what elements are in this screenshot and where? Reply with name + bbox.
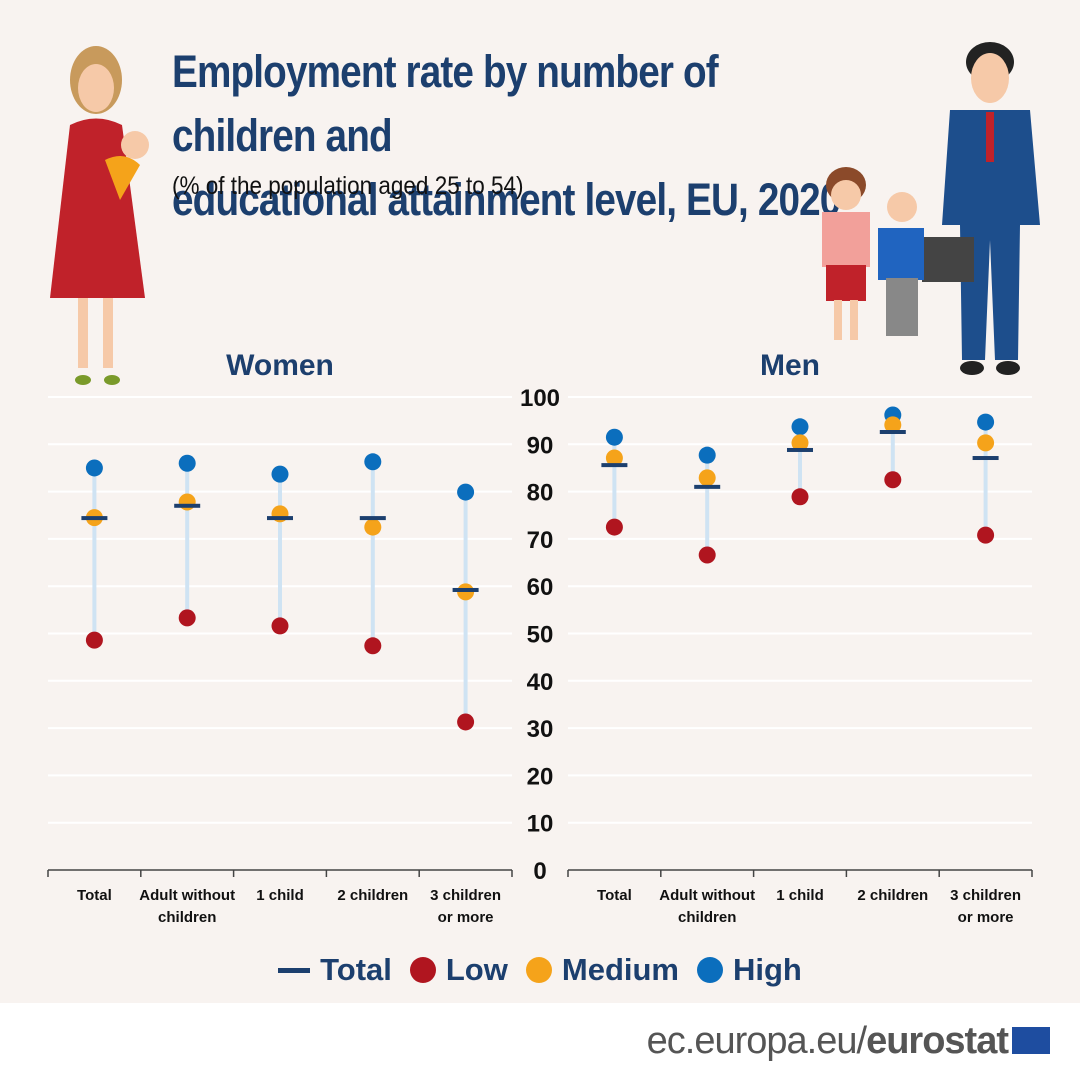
high-point [85,459,103,477]
y-tick-label: 70 [527,527,554,554]
legend-item-high: High [697,952,802,988]
y-tick-label: 20 [527,763,554,790]
footer [0,1003,1080,1080]
total-marker [787,447,813,452]
title-line-1: Employment rate by number of children an… [172,46,719,161]
axes [47,869,1033,877]
y-tick-label: 40 [527,669,554,696]
high-point [977,413,995,431]
low-point [271,617,289,635]
low-dot-icon [409,957,436,983]
eurostat-link[interactable]: ec.europa.eu/eurostat [646,1020,1009,1063]
total-marker [81,516,108,521]
y-tick-label: 60 [527,574,554,601]
high-point [791,418,809,436]
total-marker [601,463,628,468]
total-marker [267,516,293,521]
category-label: or more [438,909,494,926]
legend-item-low: Low [409,952,508,988]
category-label: 2 children [857,887,928,904]
category-label: or more [958,909,1014,926]
medium-point [605,449,623,467]
total-marker [972,456,999,461]
medium-point [178,493,196,511]
high-point [698,446,716,464]
medium-point [977,434,995,452]
y-tick-label: 80 [527,480,554,507]
legend-label-total: Total [320,952,392,987]
y-tick-label: 50 [527,622,554,649]
total-marker [879,430,906,435]
high-point [271,465,289,483]
high-point [605,428,623,446]
category-label: 3 children [950,887,1021,904]
y-tick-label: 100 [520,385,560,412]
woman-illustration [50,46,149,385]
total-marker [694,484,721,489]
high-point [457,483,475,501]
category-label: children [158,909,216,926]
total-marker [174,503,201,508]
low-point [364,637,382,655]
y-tick-label: 10 [527,811,554,838]
legend-label-medium: Medium [561,952,679,987]
category-label: Adult without [139,887,235,904]
category-label: 1 child [776,887,824,904]
eu-flag-icon [1012,1027,1050,1054]
site-prefix: ec.europa.eu/ [646,1020,867,1062]
y-tick-label: 90 [527,432,554,459]
y-tick-label: 30 [527,716,554,743]
man-illustration [922,42,1040,375]
category-label: 3 children [430,887,501,904]
category-label: 1 child [256,887,304,904]
chart-marks [81,406,999,731]
medium-point [364,518,382,536]
low-point [605,518,623,536]
category-label: Total [597,887,632,904]
low-point [178,609,196,627]
total-marker [359,516,386,521]
y-tick-label: 0 [533,858,546,885]
title-line-2: educational attainment level, EU, 2020 [172,174,841,225]
total-dash-icon [278,967,311,973]
high-point [364,453,382,471]
total-marker [452,587,479,592]
chart-text: 0 10 20 30 40 50 60 70 80 90 100 Women Total Adult wi… [77,349,1021,926]
gridlines [48,396,1032,824]
children-illustration [822,167,924,340]
low-point [977,526,995,544]
low-point [884,471,902,489]
panel-title-women: Women [226,349,334,382]
site-brand: eurostat [866,1020,1009,1062]
chart-title: Employment rate by number of children an… [172,40,860,232]
low-point [85,631,103,649]
legend-item-medium: Medium [525,952,679,988]
medium-point [884,416,902,434]
category-label: 2 children [337,887,408,904]
medium-point [698,469,716,487]
legend-label-high: High [733,952,802,987]
category-label: Total [77,887,112,904]
low-point [698,546,716,564]
high-point [178,454,196,472]
medium-point [791,434,809,452]
legend-label-low: Low [445,952,508,987]
legend-item-total: Total [278,952,392,988]
chart-subtitle: (% of the population aged 25 to 54) [172,172,524,200]
medium-dot-icon [525,957,552,983]
legend: Total Low Medium High [0,952,1080,988]
category-label: children [678,909,736,926]
category-label: Adult without [659,887,755,904]
chart-svg: 0 10 20 30 40 50 60 70 80 90 100 Women Total Adult wi… [47,42,1040,926]
panel-title-men: Men [760,349,820,382]
high-dot-icon [697,957,723,983]
low-point [457,713,475,731]
low-point [791,488,809,506]
